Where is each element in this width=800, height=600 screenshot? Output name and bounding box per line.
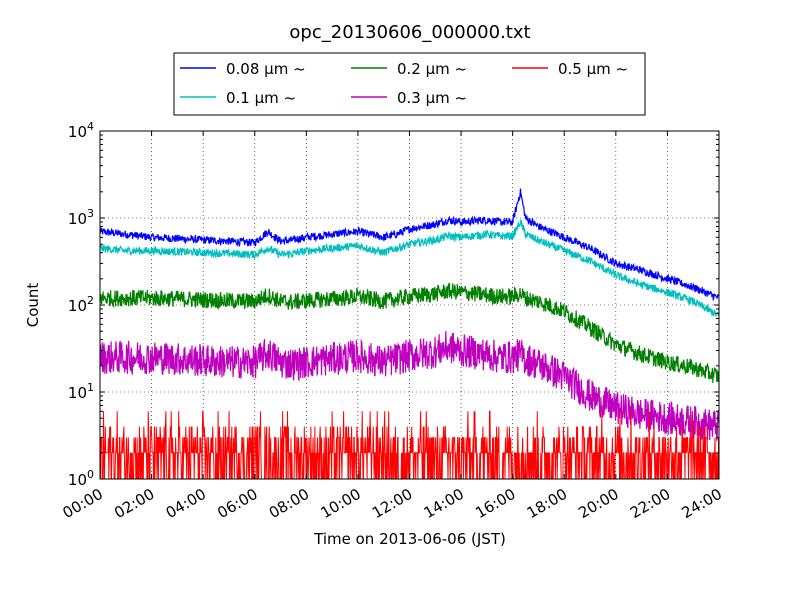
x-tick-label: 20:00: [575, 485, 621, 522]
x-tick-label: 10:00: [317, 485, 363, 522]
grid: [99, 130, 720, 480]
legend-label: 0.2 μm ~: [397, 60, 467, 78]
legend: 0.08 μm ~ 0.1 μm ~ 0.2 μm ~ 0.3 μm ~ 0.5 μm …: [173, 52, 646, 116]
x-tick-label: 22:00: [627, 485, 673, 522]
y-tick-exponent: 3: [87, 207, 94, 220]
y-tick-label: 104: [68, 120, 94, 141]
y-tick-label: 102: [68, 294, 94, 315]
legend-label: 0.5 μm ~: [558, 60, 628, 78]
y-tick-exponent: 1: [87, 381, 94, 394]
x-tick-label: 06:00: [214, 485, 260, 522]
y-tick-label: 101: [68, 381, 94, 402]
y-tick-base: 10: [68, 210, 87, 228]
y-tick-base: 10: [68, 384, 87, 402]
y-tick-exponent: 2: [87, 294, 94, 307]
y-tick-base: 10: [68, 471, 87, 489]
x-tick-label: 02:00: [111, 485, 157, 522]
y-tick-base: 10: [68, 297, 87, 315]
y-tick-label: 103: [68, 207, 94, 228]
y-tick-exponent: 0: [87, 468, 94, 481]
y-tick-base: 10: [68, 123, 87, 141]
x-tick-label: 24:00: [679, 485, 725, 522]
series-line: [99, 282, 720, 383]
x-tick-label: 16:00: [472, 485, 518, 522]
x-tick-label: 18:00: [524, 485, 570, 522]
y-tick-exponent: 4: [87, 120, 94, 133]
y-axis-label: Count: [24, 283, 42, 328]
legend-label: 0.1 μm ~: [226, 89, 296, 107]
series-line: [99, 331, 720, 443]
series-line: [99, 219, 720, 317]
x-tick-label: 14:00: [421, 485, 467, 522]
chart-title: opc_20130606_000000.txt: [289, 22, 530, 43]
legend-box: [173, 52, 646, 116]
x-axis-label: Time on 2013-06-06 (JST): [313, 530, 506, 548]
x-tick-label: 08:00: [266, 485, 312, 522]
x-tick-label: 00:00: [60, 485, 106, 522]
x-tick-label: 04:00: [163, 485, 209, 522]
legend-label: 0.08 μm ~: [226, 60, 306, 78]
x-tick-label: 12:00: [369, 485, 415, 522]
series-line: [99, 188, 720, 302]
legend-label: 0.3 μm ~: [397, 89, 467, 107]
y-tick-label: 100: [68, 468, 94, 489]
